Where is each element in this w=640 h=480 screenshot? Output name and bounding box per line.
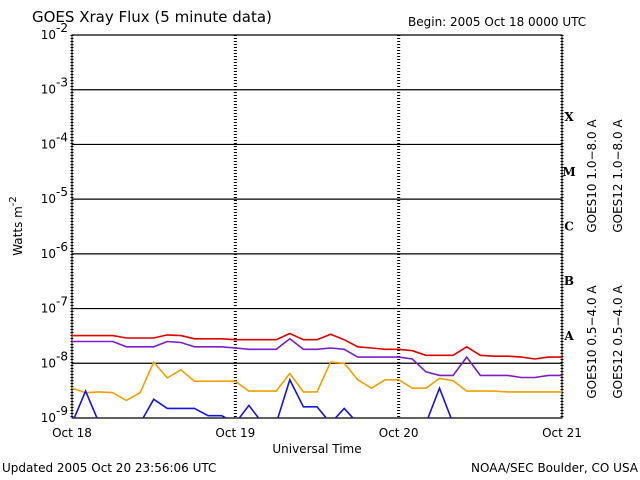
- y-tick-label: 10: [41, 192, 56, 206]
- x-tick-label: Oct 18: [52, 426, 92, 440]
- y-tick-exponent: -3: [56, 76, 68, 90]
- legend-entry: GOES12 0.5−4.0 A: [611, 285, 625, 399]
- x-tick-label: Oct 21: [542, 426, 582, 440]
- plot-frame: [71, 34, 563, 419]
- y-tick-exponent: -9: [56, 404, 68, 418]
- flare-class-label: B: [564, 274, 574, 288]
- y-axis-label: Watts m-2: [8, 196, 25, 256]
- x-axis-label: Universal Time: [272, 442, 361, 456]
- y-tick-label: 10: [41, 411, 56, 425]
- x-tick-label: Oct 20: [379, 426, 419, 440]
- y-tick-exponent: -4: [56, 130, 68, 144]
- series-line: [72, 337, 562, 379]
- y-tick-exponent: -8: [56, 349, 68, 363]
- chart-title: GOES Xray Flux (5 minute data): [32, 8, 272, 26]
- y-tick-label: 10: [41, 247, 56, 261]
- y-tick-exponent: -7: [56, 295, 68, 309]
- y-tick-exponent: -5: [56, 185, 68, 199]
- flare-class-label: C: [564, 220, 574, 234]
- flare-class-label: A: [563, 329, 574, 343]
- series-line: [73, 377, 452, 418]
- y-tick-label: 10: [41, 137, 56, 151]
- y-tick-label: 10: [41, 356, 56, 370]
- series-line: [72, 332, 562, 360]
- y-tick-exponent: -2: [56, 21, 68, 35]
- y-tick-label: 10: [41, 83, 56, 97]
- flare-class-label: X: [564, 110, 574, 124]
- y-tick-exponent: -6: [56, 240, 68, 254]
- updated-time: Updated 2005 Oct 20 23:56:06 UTC: [2, 461, 216, 475]
- y-tick-label: 10: [41, 28, 56, 42]
- y-tick-label: 10: [41, 302, 56, 316]
- legend-entry: GOES10 1.0−8.0 A: [585, 119, 599, 233]
- legend-entry: GOES12 1.0−8.0 A: [611, 119, 625, 233]
- flare-class-label: M: [562, 165, 575, 179]
- legend-entry: GOES10 0.5−4.0 A: [585, 285, 599, 399]
- begin-time: Begin: 2005 Oct 18 0000 UTC: [408, 15, 586, 29]
- y-axis-label-sup: -2: [8, 196, 19, 206]
- series-line: [72, 360, 562, 402]
- x-tick-label: Oct 19: [215, 426, 255, 440]
- y-axis-label-text: Watts m: [11, 206, 25, 256]
- credit: NOAA/SEC Boulder, CO USA: [471, 461, 639, 475]
